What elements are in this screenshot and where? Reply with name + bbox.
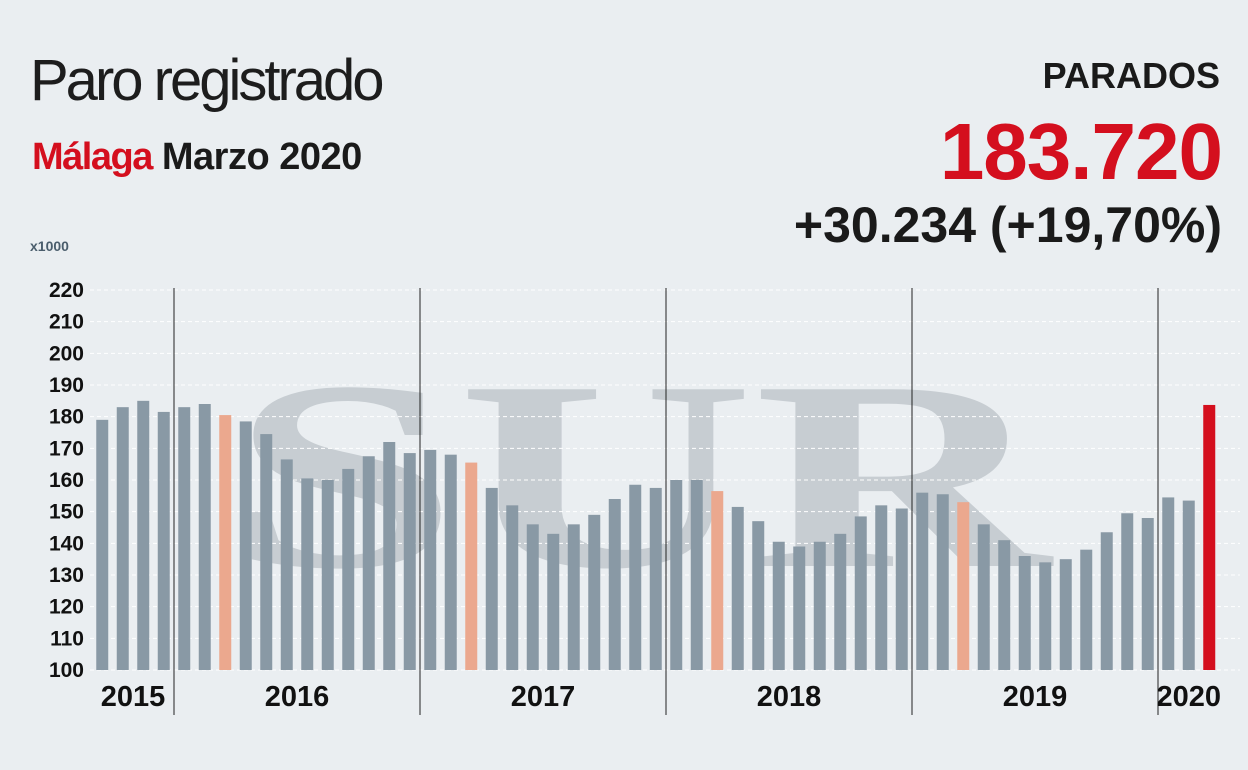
bar [383, 442, 396, 670]
bar [1100, 532, 1113, 670]
y-tick-label: 150 [49, 501, 84, 524]
bar [1039, 562, 1052, 670]
bar [977, 524, 990, 670]
bar [260, 434, 273, 670]
year-label: 2020 [1156, 681, 1221, 713]
bar [424, 449, 437, 670]
bar [772, 541, 785, 670]
year-label: 2018 [757, 681, 822, 713]
bar [178, 407, 191, 670]
bar [1141, 518, 1154, 670]
y-tick-label: 200 [49, 342, 84, 365]
y-tick-label: 170 [49, 437, 84, 460]
bar [1203, 404, 1216, 670]
bar [1059, 559, 1072, 670]
bar [465, 462, 478, 670]
y-tick-label: 130 [49, 564, 84, 587]
year-label: 2017 [511, 681, 576, 713]
x-axis-years: 2015 2016 2017 2018 2019 2020 [101, 288, 1221, 715]
bar [670, 480, 683, 670]
y-tick-label: 180 [49, 406, 84, 429]
kpi-label: PARADOS [1042, 55, 1220, 96]
y-axis: 100 110 120 130 140 150 160 170 180 190 200 210 220 [49, 279, 84, 682]
year-label: 2016 [265, 681, 330, 713]
bar [895, 508, 908, 670]
bar [1018, 556, 1031, 670]
kpi-change: +30.234 (+19,70%) [793, 197, 1222, 253]
bar [957, 502, 970, 670]
bar [403, 453, 416, 670]
y-tick-label: 140 [49, 532, 84, 555]
bar [629, 484, 642, 670]
y-tick-label: 220 [49, 279, 84, 302]
bar [711, 491, 724, 670]
bar [280, 459, 293, 670]
y-tick-label: 110 [50, 627, 84, 650]
y-tick-label: 100 [49, 659, 84, 682]
bar [116, 407, 129, 670]
bar [813, 541, 826, 670]
bar [916, 492, 929, 670]
subtitle-place: Málaga [32, 136, 153, 178]
bar [1162, 497, 1175, 670]
bar [526, 524, 539, 670]
bar [1080, 549, 1093, 670]
y-tick-label: 120 [49, 596, 84, 619]
bar [1121, 513, 1134, 670]
bar [547, 533, 560, 670]
bar [1182, 500, 1195, 670]
bar [998, 540, 1011, 670]
bar [854, 516, 867, 670]
bar [96, 419, 109, 670]
bar [588, 514, 601, 670]
y-tick-label: 210 [49, 311, 84, 334]
subtitle-period: Marzo 2020 [161, 136, 362, 178]
bar [301, 478, 314, 670]
bar [362, 456, 375, 670]
kpi-value: 183.720 [939, 107, 1223, 196]
bar [219, 415, 232, 670]
bar [690, 480, 703, 670]
bar [793, 546, 806, 670]
bar [752, 521, 765, 670]
bar [567, 524, 580, 670]
y-tick-label: 190 [49, 374, 84, 397]
bar [239, 421, 252, 670]
bar [137, 400, 150, 670]
bar [444, 454, 457, 670]
y-tick-label: 160 [49, 469, 84, 492]
bar [342, 468, 355, 670]
bar [875, 505, 888, 670]
year-label: 2015 [101, 681, 166, 713]
bar [506, 505, 519, 670]
bar [834, 533, 847, 670]
chart-title: Paro registrado [30, 48, 385, 113]
bar [936, 494, 949, 670]
year-label: 2019 [1003, 681, 1068, 713]
chart-subtitle: Málaga Marzo 2020 [32, 138, 362, 176]
bar [157, 411, 170, 670]
bar [608, 499, 621, 670]
bars [96, 400, 1216, 670]
unit-label: x1000 [30, 238, 69, 254]
bar [485, 487, 498, 670]
bar [649, 487, 662, 670]
bar [731, 506, 744, 670]
bar [321, 480, 334, 670]
bar [198, 404, 211, 670]
